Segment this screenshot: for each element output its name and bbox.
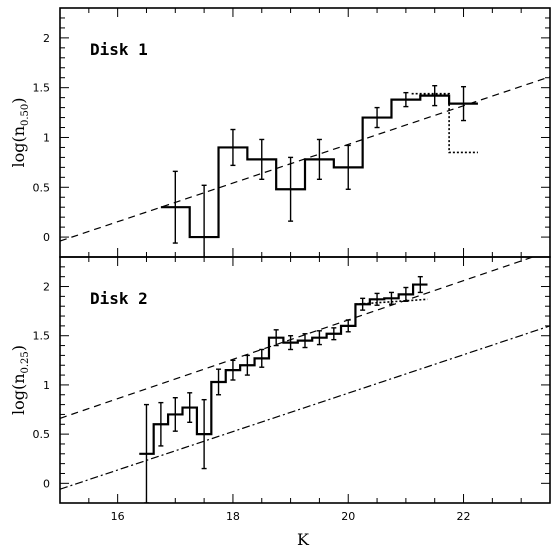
dotted-line	[411, 92, 478, 154]
x-tick-label: 16	[111, 510, 125, 523]
y-axis-title-subscript: 0.50	[20, 104, 31, 126]
panel-label: Disk 1	[90, 40, 148, 59]
panel-disk-1: 0 0.5 1 1.5 2 log(n0.50) Disk 1	[9, 7, 551, 258]
x-axis-title: K	[297, 530, 310, 549]
y-tick-label: 1.5	[33, 82, 51, 95]
x-tick-label: 20	[341, 510, 355, 523]
plot-frame	[59, 256, 551, 504]
plot-lines	[60, 76, 550, 257]
histogram-step-line	[139, 283, 428, 455]
panel-label: Disk 2	[90, 289, 148, 308]
plot-lines	[60, 257, 550, 503]
y-axis-title: log(n0.25)	[9, 345, 31, 415]
y-tick-label: 0	[43, 231, 50, 244]
y-axis-title-close: )	[9, 345, 28, 351]
y-axis-title-subscript: 0.25	[20, 351, 31, 373]
y-tick-label: 2	[43, 32, 50, 45]
y-axis-title-main: log(n	[9, 373, 28, 415]
y-tick-label: 2	[43, 281, 50, 294]
y-axis-title-main: log(n	[9, 126, 28, 168]
y-tick-label: 0.5	[33, 428, 51, 441]
y-tick-label: 1	[43, 379, 50, 392]
x-tick-label: 22	[457, 510, 471, 523]
dash-dot-line	[60, 325, 550, 490]
y-tick-label: 1.5	[33, 330, 51, 343]
x-tick-label: 18	[226, 510, 240, 523]
y-axis-title: log(n0.50)	[9, 97, 31, 167]
y-tick-label: 0	[43, 477, 50, 490]
y-axis-title-close: )	[9, 97, 28, 103]
y-tick-label: 0.5	[33, 181, 51, 194]
y-tick-label: 1	[43, 131, 50, 144]
